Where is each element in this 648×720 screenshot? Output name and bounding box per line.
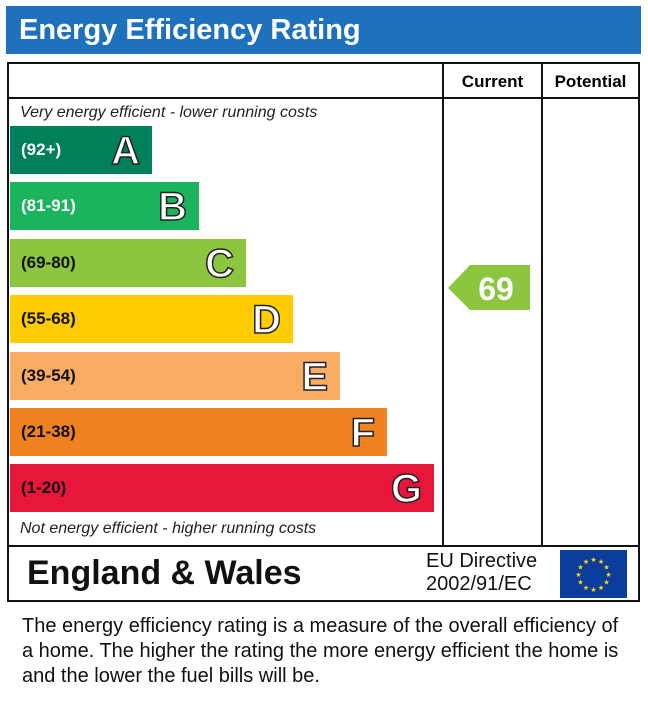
directive-line2: 2002/91/EC <box>426 573 532 595</box>
band-range: (92+) <box>21 140 62 159</box>
band-range: (81-91) <box>21 196 76 216</box>
svg-text:★: ★ <box>598 558 604 566</box>
svg-text:★: ★ <box>590 586 596 594</box>
divider <box>541 64 543 546</box>
svg-text:★: ★ <box>577 564 583 572</box>
svg-text:★: ★ <box>603 564 609 572</box>
svg-text:★: ★ <box>583 584 589 592</box>
eu-directive: EU Directive 2002/91/EC <box>426 550 537 596</box>
top-note: Very energy efficient - lower running co… <box>20 104 318 121</box>
band-letter: E <box>301 354 329 400</box>
description: The energy efficiency rating is a measur… <box>22 615 619 687</box>
bottom-note: Not energy efficient - higher running co… <box>20 520 317 537</box>
potential-column-header: Potential <box>554 72 627 91</box>
svg-text:★: ★ <box>575 571 581 579</box>
eu-flag-icon: ★ ★★★★★★★★★★★ <box>560 550 627 598</box>
band-d: (55-68) D <box>10 295 293 344</box>
current-rating-value: 69 <box>478 271 514 307</box>
band-range: (39-54) <box>21 365 76 385</box>
current-column-header: Current <box>461 72 524 91</box>
band-c: (69-80) C <box>10 238 246 287</box>
svg-text:★: ★ <box>577 579 583 587</box>
band-range: (69-80) <box>21 252 76 272</box>
svg-text:★: ★ <box>590 556 596 564</box>
band-letter: C <box>204 241 234 287</box>
divider <box>9 545 638 547</box>
current-rating-arrow: 69 <box>448 265 530 310</box>
band-letter: A <box>110 128 140 174</box>
page-title: Energy Efficiency Rating <box>6 6 641 54</box>
band-letter: G <box>390 467 423 513</box>
band-range: (1-20) <box>21 478 67 498</box>
band-f: (21-38) F <box>10 408 387 456</box>
divider <box>442 64 444 546</box>
divider <box>9 97 638 99</box>
band-letter: B <box>157 185 187 231</box>
rating-chart: Current Potential Very energy efficient … <box>7 62 640 602</box>
band-a: (92+) A <box>10 126 152 174</box>
band-g: (1-20) G <box>10 464 434 513</box>
band-b: (81-91) B <box>10 182 199 231</box>
band-e: (39-54) E <box>10 351 340 400</box>
band-letter: F <box>350 410 376 456</box>
band-range: (55-68) <box>21 309 76 329</box>
svg-text:★: ★ <box>598 584 604 592</box>
svg-text:★: ★ <box>583 558 589 566</box>
band-letter: D <box>251 297 281 343</box>
directive-line1: EU Directive <box>426 550 538 572</box>
svg-text:★: ★ <box>603 579 609 587</box>
svg-text:★: ★ <box>605 571 611 579</box>
region-label: England & Wales <box>27 554 302 592</box>
band-range: (21-38) <box>21 422 76 441</box>
